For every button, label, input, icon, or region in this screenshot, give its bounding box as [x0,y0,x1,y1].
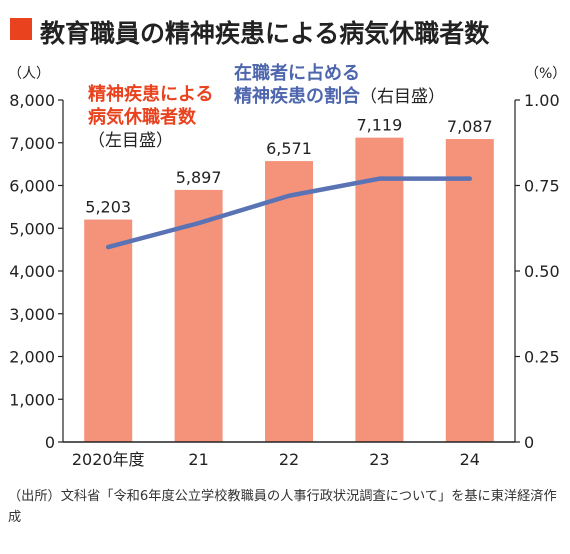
ratio-line-group [105,176,473,250]
bar-series-label-line-1: 病気休職者数 [88,106,197,128]
source-note: （出所）文科省「令和6年度公立学校教職員の人事行政状況調査について」を基に東洋経… [8,489,557,525]
title-row: 教育職員の精神疾患による病気休職者数 [10,12,560,48]
line-series-label-text: 精神疾患の割合 [234,85,361,107]
left-tick-label-4: 4,000 [9,262,55,281]
bar-0 [84,219,133,442]
left-tick-label-1: 1,000 [9,390,55,409]
chart-title: 教育職員の精神疾患による病気休職者数 [40,19,490,48]
bar-series-label-line-0: 精神疾患による [88,83,213,105]
right-tick-label-2: 0.50 [524,262,560,281]
x-tick-label-3: 23 [369,450,389,469]
right-axis-unit: （%） [525,66,566,82]
bar-value-label-2: 6,571 [266,139,312,158]
bar-1 [174,189,223,442]
bar-value-label-3: 7,119 [356,116,402,135]
left-axis-unit: （人） [8,66,50,82]
x-tick-label-4: 24 [460,450,480,469]
bar-2 [265,161,313,442]
bar-value-labels: 5,203 5,897 6,571 7,119 7,087 [85,116,492,217]
bar-4 [445,139,494,442]
axes-group: 0 1,000 2,000 3,000 4,000 5,000 6,000 7,000 8,00… [8,66,566,469]
right-tick-label-4: 1.00 [524,91,560,110]
left-tick-label-3: 3,000 [9,305,55,324]
x-tick-label-1: 21 [188,450,208,469]
line-axis-note: （右目盛） [360,87,445,107]
left-tick-label-8: 8,000 [9,91,55,110]
bar-3 [355,137,404,442]
x-tick-label-2: 22 [279,450,299,469]
x-tick-label-0: 2020年度 [72,450,145,469]
bar-value-label-1: 5,897 [176,168,222,187]
bar-value-label-0: 5,203 [85,198,131,217]
right-tick-label-0: 0 [524,433,534,452]
line-series-label-line-1: 精神疾患の割合（右目盛） [234,85,445,107]
bar-value-label-4: 7,087 [447,117,493,136]
left-tick-label-0: 0 [45,433,55,452]
bar-axis-note: （左目盛） [88,131,173,151]
title-marker-square [10,18,32,40]
line-series-label-line-0: 在職者に占める [234,62,360,84]
left-tick-label-6: 6,000 [9,177,55,196]
bars-group [84,137,494,442]
left-tick-label-7: 7,000 [9,134,55,153]
left-tick-label-5: 5,000 [9,219,55,238]
right-tick-label-1: 0.25 [524,348,560,367]
ratio-line [105,176,473,250]
left-tick-label-2: 2,000 [9,348,55,367]
chart-svg: 5,203 5,897 6,571 7,119 7,087 0 1,000 2,000 3,0… [8,62,566,469]
right-tick-label-3: 0.75 [524,177,560,196]
